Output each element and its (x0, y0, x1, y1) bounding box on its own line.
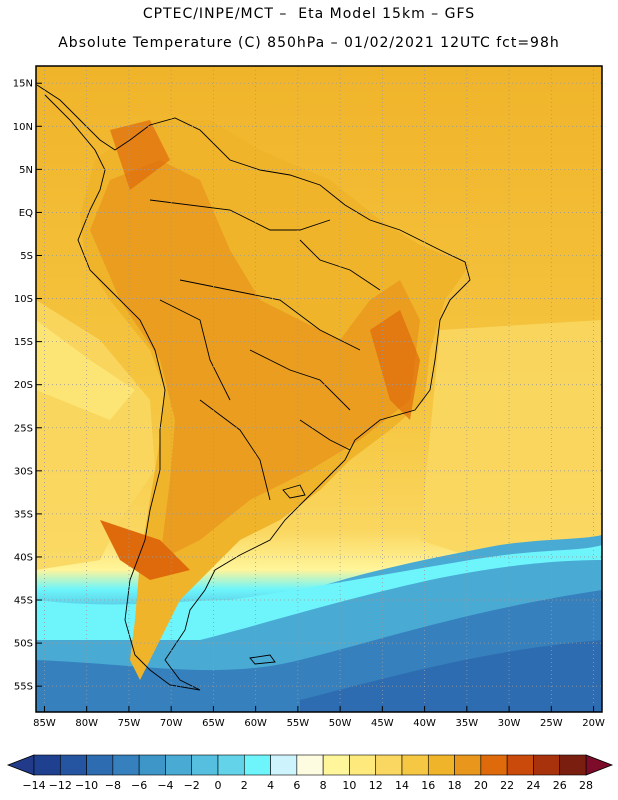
lat-tick-label: 35S (14, 509, 33, 520)
lat-tick-label: 55S (14, 682, 33, 693)
colorbar-swatch (243, 754, 271, 776)
colorbar-label: 6 (293, 779, 300, 792)
map-subtitle: Absolute Temperature (C) 850hPa – 01/02/… (58, 35, 560, 51)
colorbar-label: 10 (342, 779, 356, 792)
lon-tick-label: 85W (33, 718, 56, 729)
colorbar-label: 18 (448, 779, 462, 792)
lat-tick-label: 30S (14, 466, 33, 477)
colorbar-label: 22 (500, 779, 514, 792)
colorbar-label: −6 (131, 779, 147, 792)
lon-tick-label: 80W (75, 718, 98, 729)
lat-tick-label: 40S (14, 552, 33, 563)
lat-tick-label: 10N (13, 122, 33, 133)
colorbar-swatch (454, 754, 482, 776)
colorbar-label: 8 (320, 779, 327, 792)
lon-tick-label: 25W (540, 718, 563, 729)
lat-tick-label: 45S (14, 596, 33, 607)
lon-tick-label: 20W (582, 718, 605, 729)
colorbar-swatch (506, 754, 534, 776)
colorbar-swatch (138, 754, 166, 776)
lat-tick-label: 5S (20, 251, 33, 262)
colorbar-swatch (86, 754, 114, 776)
colorbar-label: 14 (395, 779, 409, 792)
colorbar-swatch (401, 754, 429, 776)
lon-tick-label: 70W (160, 718, 183, 729)
lon-tick-label: 35W (456, 718, 479, 729)
colorbar-swatch (480, 754, 508, 776)
lat-tick-label: 15N (13, 79, 33, 90)
colorbar-label: 0 (215, 779, 222, 792)
lon-tick-label: 45W (371, 718, 394, 729)
colorbar-label: −14 (22, 779, 45, 792)
lat-tick-label: 50S (14, 639, 33, 650)
map-title: CPTEC/INPE/MCT – Eta Model 15km – GFS (142, 6, 476, 22)
colorbar-label: −2 (184, 779, 200, 792)
colorbar-label: −10 (75, 779, 98, 792)
lon-tick-label: 55W (287, 718, 310, 729)
lat-tick-label: EQ (19, 208, 33, 219)
longitude-axis: 85W 80W 75W 70W 65W 60W 55W 50W 45W 40W 35W 30W 25W 2… (33, 706, 605, 729)
colorbar-swatch (533, 754, 561, 776)
colorbar-low-arrow (6, 754, 35, 776)
colorbar-label: 12 (369, 779, 383, 792)
colorbar-swatch (112, 754, 140, 776)
lon-tick-label: 65W (202, 718, 225, 729)
colorbar-label: −12 (49, 779, 72, 792)
colorbar-swatch (33, 754, 61, 776)
colorbar-label: 16 (421, 779, 435, 792)
colorbar-swatch (296, 754, 324, 776)
lon-tick-label: 60W (244, 718, 267, 729)
colorbar-label: 4 (267, 779, 274, 792)
colorbar-label: 20 (474, 779, 488, 792)
colorbar-swatch (217, 754, 245, 776)
lat-tick-label: 10S (14, 294, 33, 305)
colorbar-label: 2 (241, 779, 248, 792)
temperature-field (36, 66, 602, 712)
lon-tick-label: 40W (413, 718, 436, 729)
lat-tick-label: 20S (14, 380, 33, 391)
colorbar-label: 28 (579, 779, 593, 792)
colorbar-label: 24 (526, 779, 540, 792)
colorbar-swatch (349, 754, 377, 776)
lat-tick-label: 5N (19, 165, 33, 176)
lon-tick-label: 30W (498, 718, 521, 729)
colorbar-swatch (322, 754, 350, 776)
colorbar-label: 26 (553, 779, 567, 792)
colorbar-swatch (165, 754, 193, 776)
colorbar-swatch (59, 754, 87, 776)
latitude-axis: 15N 10N 5N EQ 5S 10S 15S 20S 25S 30S 35S 40S 45S 50S 5… (13, 79, 42, 693)
lon-tick-label: 50W (329, 718, 352, 729)
colorbar-swatch (375, 754, 403, 776)
colorbar-swatch (191, 754, 219, 776)
lat-tick-label: 25S (14, 423, 33, 434)
colorbar-high-arrow (585, 754, 614, 776)
lat-tick-label: 15S (14, 337, 33, 348)
colorbar-label: −8 (105, 779, 121, 792)
lon-tick-label: 75W (118, 718, 141, 729)
colorbar-swatch (427, 754, 455, 776)
colorbar: −14 −12 −10 −8 −6 −4 −2 0 2 4 6 8 10 12 14 16 18 20 22 24 26… (6, 754, 614, 792)
map-frame (35, 65, 603, 713)
colorbar-label: −4 (157, 779, 173, 792)
colorbar-swatch (270, 754, 298, 776)
colorbar-swatch (559, 754, 587, 776)
